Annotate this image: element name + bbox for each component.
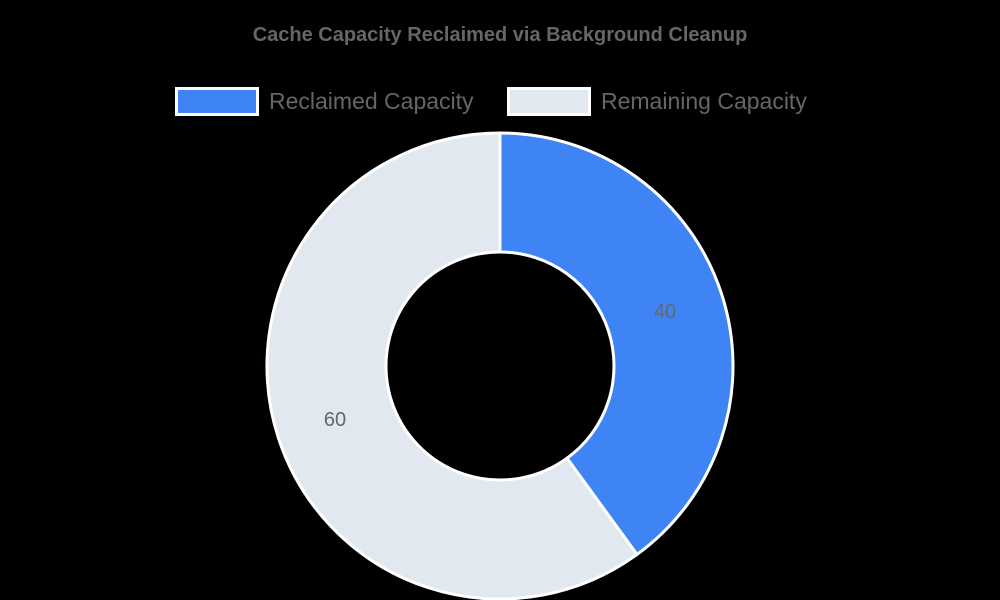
- legend-item-reclaimed-capacity[interactable]: Reclaimed Capacity: [175, 86, 474, 116]
- legend-label: Remaining Capacity: [601, 88, 807, 114]
- slice-label-reclaimed: 40: [653, 301, 677, 324]
- slice-label-remaining: 60: [323, 408, 347, 431]
- donut-slice-reclaimed-capacity[interactable]: [498, 131, 735, 557]
- legend-item-remaining-capacity[interactable]: Remaining Capacity: [507, 86, 807, 116]
- legend-swatch-reclaimed: [175, 86, 259, 116]
- legend-swatch-remaining: [507, 86, 591, 116]
- legend-label: Reclaimed Capacity: [269, 88, 474, 114]
- chart-title: Cache Capacity Reclaimed via Background …: [252, 24, 748, 46]
- donut-slice-remaining-capacity[interactable]: [265, 131, 640, 600]
